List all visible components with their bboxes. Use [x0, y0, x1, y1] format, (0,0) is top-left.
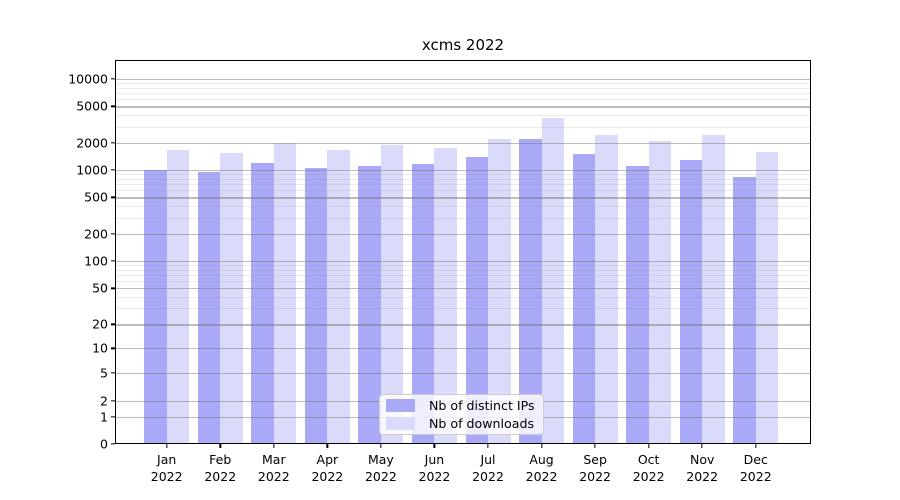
x-tick-mark	[647, 444, 650, 448]
x-tick-mark	[594, 444, 596, 448]
bar-distinct-ips-jun	[411, 164, 435, 444]
y-tick-mark	[111, 287, 115, 289]
bar-distinct-ips-apr	[304, 168, 328, 444]
x-tick-mark	[273, 444, 275, 448]
x-tick-label-oct: Oct 2022	[632, 452, 665, 484]
y-tick-mark	[111, 443, 115, 445]
y-tick-label: 100	[84, 253, 108, 269]
y-tick-mark	[111, 416, 115, 418]
bar-distinct-ips-nov	[679, 160, 703, 444]
y-tick-label: 1000	[76, 162, 108, 178]
plot-area	[115, 60, 811, 444]
x-tick-label-jan: Jan 2022	[150, 452, 183, 484]
y-tick-label: 2000	[76, 135, 108, 151]
bar-downloads-mar	[273, 143, 297, 444]
x-tick-mark	[487, 444, 489, 448]
y-tick-label: 0	[100, 436, 108, 452]
bar-downloads-sep	[595, 135, 618, 444]
y-tick-mark	[111, 169, 115, 171]
x-tick-mark	[540, 444, 543, 448]
y-tick-mark	[111, 105, 115, 108]
y-tick-mark	[111, 232, 115, 235]
bar-distinct-ips-mar	[251, 163, 274, 444]
bar-distinct-ips-sep	[572, 153, 596, 444]
y-tick-label: 200	[84, 226, 108, 242]
x-tick-mark	[326, 444, 328, 448]
y-tick-label: 2	[100, 393, 108, 409]
legend-item-distinct-ips: Nb of distinct IPs	[386, 398, 536, 413]
y-tick-mark	[111, 372, 115, 374]
legend-label-distinct-ips: Nb of distinct IPs	[429, 398, 535, 413]
legend-swatch-downloads	[386, 417, 415, 430]
x-tick-mark	[755, 444, 757, 448]
y-tick-mark	[111, 78, 115, 80]
y-tick-mark	[111, 400, 115, 402]
x-tick-label-jul: Jul 2022	[472, 452, 504, 484]
y-tick-mark	[111, 323, 115, 326]
x-tick-mark	[380, 444, 382, 448]
y-tick-label: 10	[92, 340, 108, 356]
bar-downloads-aug	[541, 118, 565, 444]
legend-item-downloads: Nb of downloads	[386, 416, 536, 431]
y-tick-label: 500	[84, 189, 108, 205]
y-tick-label: 20	[92, 316, 108, 332]
bar-downloads-jun	[434, 147, 457, 444]
x-tick-mark	[433, 444, 436, 448]
x-tick-label-aug: Aug 2022	[525, 452, 558, 484]
y-tick-label: 5	[100, 365, 108, 381]
x-tick-label-nov: Nov 2022	[686, 452, 719, 484]
x-tick-mark	[166, 444, 168, 448]
bar-downloads-may	[380, 145, 404, 444]
y-tick-mark	[111, 260, 115, 262]
legend: Nb of distinct IPs Nb of downloads	[379, 394, 544, 435]
bar-distinct-ips-oct	[626, 165, 649, 444]
y-tick-label: 50	[92, 280, 108, 296]
x-tick-label-jun: Jun 2022	[418, 452, 451, 484]
bar-distinct-ips-aug	[519, 138, 542, 444]
bar-downloads-dec	[755, 151, 779, 444]
bar-downloads-jan	[166, 150, 190, 444]
bar-downloads-oct	[648, 141, 672, 444]
legend-swatch-distinct-ips	[386, 399, 415, 412]
legend-label-downloads: Nb of downloads	[429, 416, 535, 431]
bar-distinct-ips-feb	[197, 172, 221, 444]
x-tick-label-may: May 2022	[364, 452, 397, 484]
x-tick-label-dec: Dec 2022	[739, 452, 772, 484]
x-tick-label-feb: Feb 2022	[204, 452, 237, 484]
y-tick-label: 1	[100, 409, 108, 425]
x-tick-label-mar: Mar 2022	[257, 452, 290, 484]
y-tick-label: 5000	[76, 98, 108, 114]
bar-distinct-ips-jul	[465, 156, 488, 444]
y-tick-label: 10000	[68, 71, 108, 87]
bars-layer	[115, 60, 811, 444]
bar-distinct-ips-jan	[144, 169, 167, 444]
bar-distinct-ips-dec	[733, 176, 756, 444]
chart-title: xcms 2022	[421, 36, 505, 54]
bar-downloads-nov	[702, 134, 725, 444]
bar-downloads-jul	[488, 139, 511, 444]
y-tick-mark	[111, 141, 115, 144]
x-tick-label-sep: Sep 2022	[579, 452, 611, 484]
y-tick-mark	[111, 196, 115, 199]
bar-downloads-feb	[220, 153, 243, 444]
y-tick-mark	[111, 347, 115, 349]
bar-distinct-ips-may	[358, 165, 381, 444]
x-tick-mark	[219, 444, 221, 448]
bar-downloads-apr	[327, 150, 350, 444]
x-tick-label-apr: Apr 2022	[311, 452, 344, 484]
x-tick-mark	[701, 444, 703, 448]
